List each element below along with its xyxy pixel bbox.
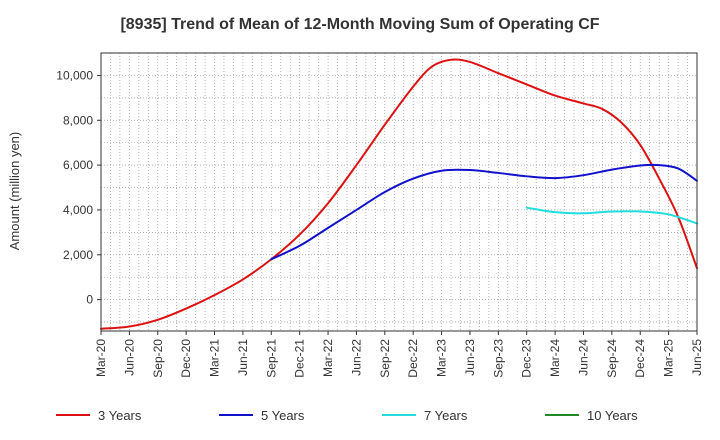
series-layer bbox=[100, 58, 698, 330]
x-tick-label: Mar-24 bbox=[548, 339, 562, 377]
legend-label-3-years: 3 Years bbox=[98, 408, 142, 423]
x-tick-label: Mar-25 bbox=[662, 339, 676, 377]
plot-area bbox=[100, 52, 698, 332]
legend-label-5-years: 5 Years bbox=[261, 408, 305, 423]
legend-label-10-years: 10 Years bbox=[587, 408, 638, 423]
y-tick-label: 8,000 bbox=[63, 113, 93, 127]
x-tick-label: Jun-22 bbox=[349, 339, 363, 376]
x-tick-label: Dec-21 bbox=[293, 339, 307, 378]
x-tick-label: Jun-24 bbox=[576, 339, 590, 376]
series-line-5-years bbox=[270, 163, 698, 261]
x-axis-ticks: Mar-20 Jun-20 Sep-20 Dec-20 Mar-21 Jun-21 Sep-… bbox=[94, 331, 704, 378]
x-tick-label: Sep-23 bbox=[491, 339, 505, 378]
x-tick-label: Dec-22 bbox=[406, 339, 420, 378]
chart-title: [8935] Trend of Mean of 12-Month Moving … bbox=[120, 16, 599, 33]
x-tick-label: Mar-20 bbox=[94, 339, 108, 377]
x-tick-label: Sep-24 bbox=[605, 339, 619, 378]
y-tick-label: 10,000 bbox=[56, 68, 93, 82]
x-tick-label: Jun-20 bbox=[122, 339, 136, 376]
x-tick-label: Dec-23 bbox=[520, 339, 534, 378]
x-tick-label: Jun-25 bbox=[690, 339, 704, 376]
x-tick-label: Mar-23 bbox=[435, 339, 449, 377]
vertical-grid bbox=[110, 53, 688, 331]
x-tick-label: Jun-23 bbox=[463, 339, 477, 376]
series-line-7-years bbox=[525, 206, 698, 225]
y-tick-label: 2,000 bbox=[63, 248, 93, 262]
series-line-3-years bbox=[100, 58, 698, 330]
x-tick-label: Mar-21 bbox=[208, 339, 222, 377]
x-tick-label: Jun-21 bbox=[236, 339, 250, 376]
x-tick-label: Sep-21 bbox=[264, 339, 278, 378]
y-axis-label: Amount (million yen) bbox=[7, 132, 22, 251]
x-tick-label: Mar-22 bbox=[321, 339, 335, 377]
plot-background bbox=[101, 53, 697, 331]
x-tick-label: Dec-20 bbox=[179, 339, 193, 378]
y-tick-label: 0 bbox=[86, 293, 93, 307]
legend: 3 Years 5 Years 7 Years 10 Years bbox=[56, 408, 638, 423]
legend-label-7-years: 7 Years bbox=[424, 408, 468, 423]
plot-frame bbox=[100, 52, 698, 332]
x-tick-label: Dec-24 bbox=[633, 339, 647, 378]
x-tick-label: Sep-22 bbox=[378, 339, 392, 378]
x-tick-label: Sep-20 bbox=[151, 339, 165, 378]
y-axis-ticks: 0 2,000 4,000 6,000 8,000 10,000 bbox=[56, 68, 101, 307]
y-tick-label: 4,000 bbox=[63, 203, 93, 217]
y-tick-label: 6,000 bbox=[63, 158, 93, 172]
